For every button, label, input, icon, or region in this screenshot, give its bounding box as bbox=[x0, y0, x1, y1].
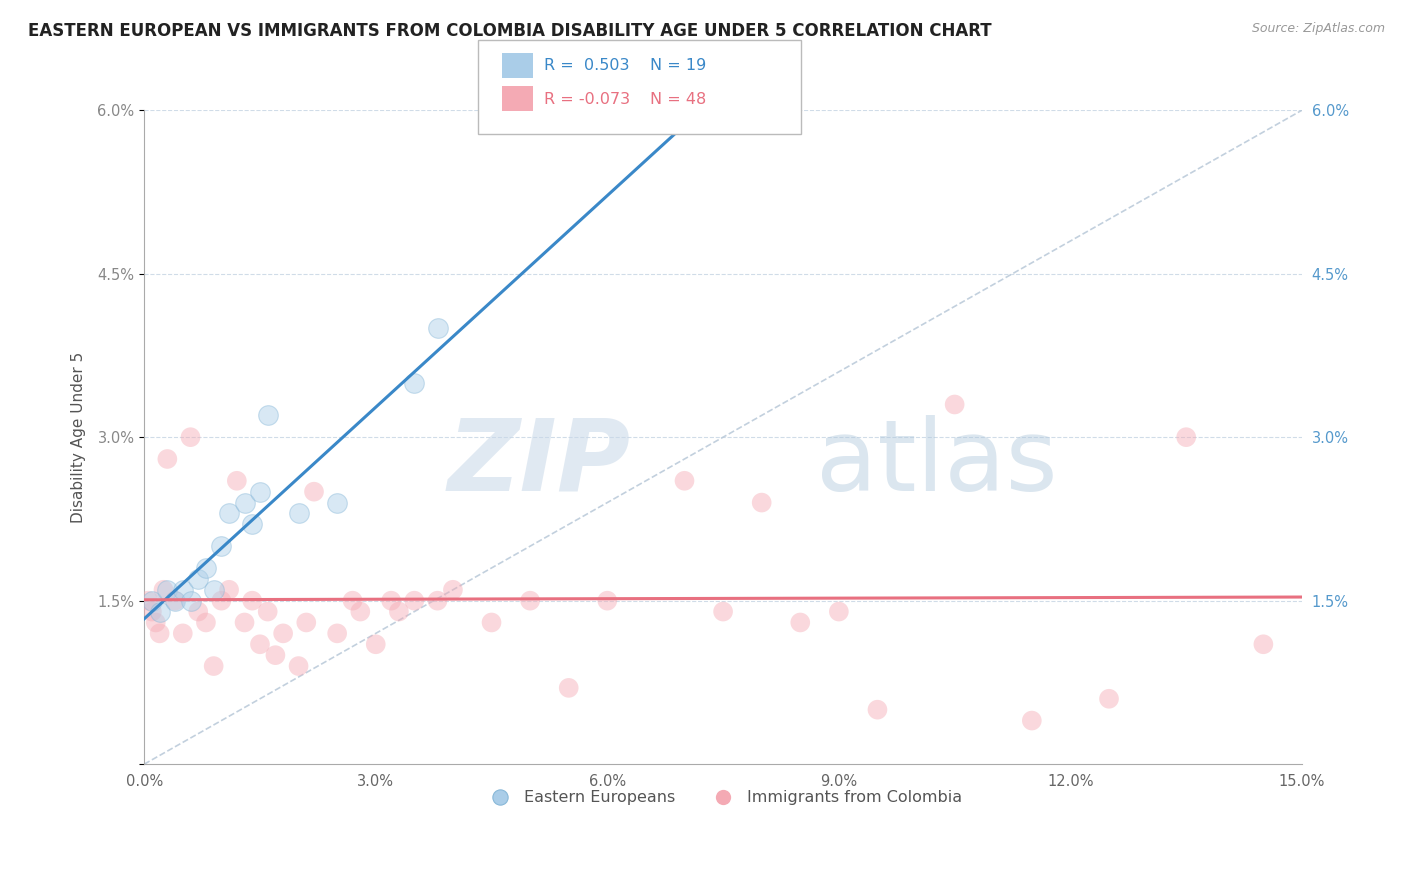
Point bbox=[789, 615, 811, 630]
Point bbox=[240, 517, 263, 532]
Point bbox=[172, 582, 194, 597]
Point bbox=[866, 703, 889, 717]
Point bbox=[349, 605, 371, 619]
Point bbox=[751, 495, 773, 509]
Point bbox=[233, 495, 256, 509]
Point bbox=[256, 409, 278, 423]
Point bbox=[404, 593, 426, 607]
Point bbox=[149, 605, 172, 619]
Point bbox=[264, 648, 287, 662]
Point bbox=[1253, 637, 1275, 651]
Point bbox=[202, 582, 225, 597]
Point bbox=[711, 605, 734, 619]
Point bbox=[302, 484, 325, 499]
Point bbox=[233, 615, 256, 630]
Point bbox=[326, 626, 349, 640]
Point bbox=[136, 593, 159, 607]
Point bbox=[557, 681, 579, 695]
Point bbox=[380, 593, 402, 607]
Text: R = -0.073: R = -0.073 bbox=[544, 92, 630, 107]
Point bbox=[141, 593, 163, 607]
Point bbox=[240, 593, 263, 607]
Point bbox=[519, 593, 541, 607]
Point bbox=[673, 474, 696, 488]
Point bbox=[441, 582, 464, 597]
Point bbox=[156, 452, 179, 467]
Point bbox=[145, 615, 167, 630]
Text: atlas: atlas bbox=[815, 415, 1057, 512]
Point bbox=[165, 593, 187, 607]
Point bbox=[209, 539, 232, 553]
Point bbox=[596, 593, 619, 607]
Point bbox=[943, 397, 966, 411]
Point bbox=[141, 605, 163, 619]
Legend: Eastern Europeans, Immigrants from Colombia: Eastern Europeans, Immigrants from Colom… bbox=[478, 784, 969, 812]
Point bbox=[1098, 691, 1121, 706]
Text: Source: ZipAtlas.com: Source: ZipAtlas.com bbox=[1251, 22, 1385, 36]
Text: R =  0.503: R = 0.503 bbox=[544, 58, 630, 73]
Point bbox=[194, 561, 217, 575]
Text: N = 48: N = 48 bbox=[650, 92, 706, 107]
Point bbox=[326, 495, 349, 509]
Point bbox=[202, 659, 225, 673]
Point bbox=[364, 637, 387, 651]
Point bbox=[256, 605, 278, 619]
Point bbox=[426, 593, 449, 607]
Point bbox=[179, 593, 201, 607]
Point bbox=[388, 605, 411, 619]
Point bbox=[249, 637, 271, 651]
Point bbox=[249, 484, 271, 499]
Point bbox=[187, 605, 209, 619]
Point bbox=[179, 430, 201, 444]
Point bbox=[1021, 714, 1043, 728]
Point bbox=[225, 474, 247, 488]
Text: EASTERN EUROPEAN VS IMMIGRANTS FROM COLOMBIA DISABILITY AGE UNDER 5 CORRELATION : EASTERN EUROPEAN VS IMMIGRANTS FROM COLO… bbox=[28, 22, 991, 40]
Point bbox=[172, 626, 194, 640]
Point bbox=[187, 572, 209, 586]
Point bbox=[1175, 430, 1198, 444]
Point bbox=[165, 593, 187, 607]
Point bbox=[426, 321, 449, 335]
Point bbox=[295, 615, 318, 630]
Point bbox=[481, 615, 503, 630]
Y-axis label: Disability Age Under 5: Disability Age Under 5 bbox=[72, 351, 86, 523]
Point bbox=[218, 582, 240, 597]
Text: ZIP: ZIP bbox=[447, 415, 630, 512]
Point bbox=[209, 593, 232, 607]
Point bbox=[404, 376, 426, 390]
Point bbox=[156, 582, 179, 597]
Point bbox=[828, 605, 851, 619]
Point bbox=[194, 615, 217, 630]
Point bbox=[342, 593, 364, 607]
Point bbox=[149, 626, 172, 640]
Point bbox=[218, 507, 240, 521]
Text: N = 19: N = 19 bbox=[650, 58, 706, 73]
Point bbox=[287, 659, 309, 673]
Point bbox=[271, 626, 294, 640]
Point bbox=[152, 582, 174, 597]
Point bbox=[287, 507, 309, 521]
